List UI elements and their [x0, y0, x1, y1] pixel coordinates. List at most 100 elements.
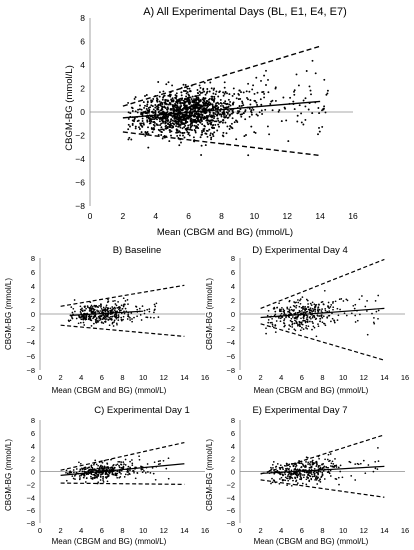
panel-d-y-tick-label: 2 [231, 296, 235, 305]
panel-a-x-tick-label: 2 [121, 211, 126, 221]
panel-a-data-point [177, 125, 180, 128]
panel-b-data-point [74, 310, 76, 313]
panel-d-data-point [300, 317, 302, 320]
panel-a-data-point [209, 115, 212, 118]
panel-a-data-point [163, 114, 166, 117]
panel-d-data-point [302, 308, 304, 311]
panel-e-upper-limit-line [260, 434, 385, 475]
panel-d-data-point [309, 320, 311, 323]
panel-e-data-point [290, 469, 293, 472]
panel-a-data-point [202, 104, 205, 107]
panel-a-data-point [255, 113, 258, 116]
panel-e-data-point [308, 463, 311, 465]
panel-c-data-point [99, 479, 102, 481]
panel-e-data-point [298, 473, 301, 475]
panel-a-data-point [190, 98, 193, 101]
panel-d-data-point [305, 327, 307, 329]
panel-e-data-point [333, 464, 336, 467]
panel-a-data-point [181, 102, 184, 104]
panel-a-data-point [211, 119, 214, 122]
panel-b-data-point [79, 311, 82, 313]
panel-c-data-point [138, 458, 141, 461]
panel-d-data-point [377, 294, 380, 297]
panel-e-x-tick-label: 10 [339, 526, 347, 535]
panel-a-data-point [247, 82, 250, 85]
panel-a-data-point [232, 87, 235, 90]
panel-a-data-point [146, 103, 149, 106]
panel-a-data-point [146, 119, 149, 122]
panel-c-data-point [111, 472, 114, 475]
panel-e-data-point [328, 472, 331, 475]
panel-a-data-point [232, 101, 235, 104]
panel-a-data-point [206, 106, 209, 109]
panel-a-data-point [237, 92, 240, 95]
panel-a-data-point [210, 87, 213, 90]
panel-c-data-point [157, 463, 160, 466]
panel-a-data-point [274, 99, 277, 102]
panel-e-data-point [304, 464, 307, 467]
panel-c-data-point [165, 467, 168, 470]
panel-a-y-tick-label: −4 [75, 154, 85, 164]
panel-e-data-point [284, 469, 287, 472]
panel-e-data-point [327, 453, 330, 456]
panel-a-data-point [161, 128, 164, 131]
panel-c-data-point [90, 475, 92, 478]
panel-a-data-point [166, 99, 169, 102]
panel-a-data-point [241, 102, 244, 105]
panel-d-data-point [307, 306, 310, 308]
panel-c-x-tick-label: 10 [139, 526, 147, 535]
panel-d-data-point [290, 317, 293, 320]
panel-b-data-point [122, 297, 125, 300]
panel-a-data-point [278, 109, 281, 112]
panel-a-data-point [138, 128, 141, 130]
panel-b-data-point [136, 308, 139, 311]
panel-b-data-point [133, 316, 135, 319]
panel-a-data-point [175, 92, 178, 95]
panel-e-data-point [290, 474, 293, 476]
panel-c-data-point [134, 477, 137, 480]
panel-c-data-point [115, 464, 117, 466]
panel-d-data-point [286, 307, 289, 310]
panel-c-data-point [106, 463, 109, 465]
panel-a-data-point [215, 90, 218, 93]
panel-a-data-point [191, 129, 193, 132]
panel-e-data-point [309, 466, 311, 469]
panel-a-data-point [280, 120, 283, 123]
panel-a-data-point [147, 126, 149, 129]
panel-a-data-point [189, 96, 192, 99]
panel-a-data-point [191, 121, 194, 124]
panel-a-data-point [325, 93, 328, 96]
panel-b-data-point [130, 312, 133, 314]
panel-d-data-point [287, 310, 290, 313]
panel-e-y-tick-label: −6 [226, 506, 235, 515]
panel-a-data-point [239, 97, 242, 100]
panel-e-data-point [339, 464, 342, 467]
panel-a-data-point [212, 108, 215, 110]
panel-b-data-point [72, 307, 75, 310]
panel-a-data-point [267, 78, 269, 81]
panel-a-data-point [139, 123, 142, 126]
panel-e-data-point [376, 468, 379, 470]
panel-e-data-point [317, 473, 319, 476]
panel-a-data-point [201, 129, 203, 132]
panel-d-data-point [307, 303, 309, 305]
panel-e-data-point [281, 473, 284, 476]
panel-a-data-point [176, 116, 179, 119]
panel-a-data-point [265, 69, 267, 72]
panel-d-data-point [296, 323, 299, 325]
panel-a-title: A) All Experimental Days (BL, E1, E4, E7… [143, 6, 347, 18]
panel-d-data-point [372, 321, 375, 324]
panel-a-data-point [160, 131, 163, 134]
panel-c-data-point [143, 470, 145, 472]
panel-a-data-point [182, 134, 184, 137]
panel-a-data-point [160, 134, 163, 136]
panel-a-data-point [196, 126, 199, 128]
panel-a-data-point [189, 128, 192, 131]
panel-b-data-point [153, 316, 155, 319]
panel-c-data-point [109, 471, 112, 473]
panel-e-data-point [284, 468, 287, 470]
panel-d-data-point [301, 307, 304, 309]
panel-e-data-point [313, 462, 316, 464]
panel-d-data-point [291, 326, 294, 328]
panel-a-data-point [145, 107, 148, 110]
